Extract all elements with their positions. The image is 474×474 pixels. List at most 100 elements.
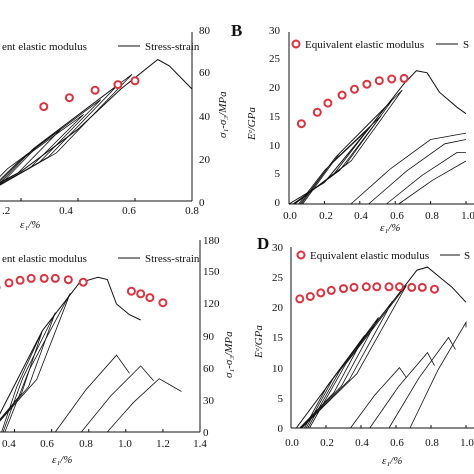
panel-d-x-tick: 1.0 <box>460 437 474 449</box>
panel-b-plot <box>288 32 474 205</box>
panel-c-right-tick: 90 <box>203 331 215 343</box>
stress-strain-loop <box>292 128 369 205</box>
modulus-point <box>312 107 322 117</box>
modulus-point <box>326 285 336 295</box>
stress-strain-loop <box>300 317 379 429</box>
panel-a-right-tick: 40 <box>199 111 211 123</box>
modulus-point <box>387 74 397 84</box>
panel-b-left-tick: 30 <box>269 25 281 37</box>
stress-strain-loop <box>301 284 407 429</box>
stress-strain-post-peak <box>54 354 130 433</box>
panel-c-x-tick: 0.4 <box>2 438 16 450</box>
panel-d-x-ticks: 0.0 0.2 0.4 0.6 0.8 1.0 <box>285 437 474 449</box>
panel-b-left-tick: 20 <box>269 82 281 94</box>
panel-b-x-tick: 0.8 <box>425 210 439 222</box>
panel-b-legend-marker-label: Equivalent elastic modulus <box>305 39 424 51</box>
panel-a-right-ylabel: σ₁-σ₃/MPa <box>217 91 229 138</box>
panel-c-right-ticks: 0 30 60 90 120 150 180 <box>203 235 220 439</box>
panel-d-left-tick: 30 <box>272 242 284 254</box>
stress-strain-post-peak <box>386 152 466 205</box>
panel-d-left-ticks: 0 5 10 15 20 25 30 <box>272 242 284 435</box>
stress-strain-post-peak <box>107 378 182 433</box>
modulus-point <box>126 286 136 296</box>
panel-b-left-tick: 0 <box>275 197 281 209</box>
modulus-point <box>39 273 49 283</box>
modulus-point <box>323 98 333 108</box>
modulus-point <box>339 284 348 294</box>
modulus-point <box>50 273 60 283</box>
modulus-point <box>337 90 347 100</box>
panel-b-letter: B <box>231 21 242 40</box>
panel-d-left-ylabel: Eᵉ/GPa <box>253 325 265 359</box>
panel-b-left-ticks: 0 5 10 15 20 25 30 <box>269 25 281 209</box>
panel-d-x-tick: 0.6 <box>390 437 404 449</box>
panel-d: D Equivalent elastic modulus S 0 5 10 15… <box>253 234 474 467</box>
modulus-point <box>64 93 74 103</box>
modulus-point <box>113 80 123 90</box>
panel-a-x-tick: 0.6 <box>122 205 136 217</box>
panel-d-legend-marker <box>296 250 306 260</box>
stress-strain-envelope <box>288 70 467 205</box>
panel-d-x-tick: 0.8 <box>425 437 439 449</box>
modulus-point <box>158 298 168 308</box>
panel-d-left-tick: 5 <box>278 393 284 405</box>
modulus-point <box>26 273 36 283</box>
stress-strain-post-peak <box>409 320 467 429</box>
modulus-point <box>361 282 371 292</box>
stress-strain-loop <box>0 73 133 186</box>
panel-d-left-tick: 20 <box>272 302 284 314</box>
modulus-point <box>130 76 140 86</box>
panel-d-xlabel: ε₁/% <box>382 455 402 467</box>
modulus-point <box>136 289 146 299</box>
panel-c-x-tick: 0.8 <box>79 438 93 450</box>
panel-c: ent elastic modulus Stress-strain 0.4 0.… <box>0 235 235 466</box>
panel-a-x-tick: .2 <box>2 205 10 217</box>
modulus-point <box>430 284 439 294</box>
stress-strain-loop <box>294 89 403 205</box>
panel-b: B Equivalent elastic modulus S 0 5 10 15… <box>231 21 474 234</box>
panel-b-left-tick: 15 <box>269 111 281 123</box>
stress-strain-post-peak <box>368 139 467 205</box>
panel-a-right-tick: 20 <box>199 154 211 166</box>
panel-d-legend-line-label: S <box>464 250 470 262</box>
modulus-point <box>15 275 25 285</box>
modulus-point <box>384 282 394 292</box>
panel-d-x-tick: 0.4 <box>355 437 369 449</box>
stress-strain-loop <box>0 114 84 185</box>
panel-b-x-tick: 1.0 <box>461 210 474 222</box>
panel-d-legend-marker-label: Equivalent elastic modulus <box>310 250 429 262</box>
stress-strain-loop <box>300 301 393 429</box>
stress-strain-envelope <box>0 276 141 415</box>
panel-b-left-tick: 5 <box>275 168 281 180</box>
stress-strain-loop <box>0 99 102 186</box>
modulus-point <box>78 277 88 287</box>
panel-a-plot <box>0 32 193 202</box>
modulus-point <box>305 292 315 301</box>
panel-a-legend-line-label: Stress-strain <box>145 41 200 53</box>
panel-d-left-tick: 15 <box>272 332 284 344</box>
stress-strain-post-peak <box>369 351 435 429</box>
panel-a-xlabel: ε₁/% <box>20 219 40 231</box>
panel-c-right-tick: 180 <box>203 235 220 247</box>
panel-c-right-tick: 0 <box>203 427 209 439</box>
panel-c-x-tick: 1.4 <box>193 438 207 450</box>
modulus-point <box>350 84 359 94</box>
panel-c-right-tick: 120 <box>203 298 220 310</box>
panel-a-right-tick: 60 <box>199 67 211 79</box>
panel-c-x-tick: 0.6 <box>40 438 54 450</box>
stress-strain-post-peak <box>80 365 154 433</box>
panel-d-letter: D <box>257 234 269 253</box>
modulus-point <box>4 278 14 288</box>
modulus-point <box>407 282 417 292</box>
panel-b-legend-line-label: S <box>463 39 469 51</box>
panel-b-left-ylabel: Eᵉ/GPa <box>246 107 258 141</box>
stress-strain-post-peak <box>388 336 456 429</box>
stress-strain-loop <box>0 128 62 184</box>
panel-c-legend-marker-label: ent elastic modulus <box>2 253 87 265</box>
modulus-point <box>417 282 427 292</box>
panel-c-right-ylabel: σ₁-σ₃/MPa <box>223 331 235 378</box>
panel-c-x-tick: 1.2 <box>156 438 170 450</box>
modulus-point <box>39 102 49 112</box>
modulus-point <box>374 76 384 86</box>
panel-c-right-tick: 150 <box>203 266 220 278</box>
